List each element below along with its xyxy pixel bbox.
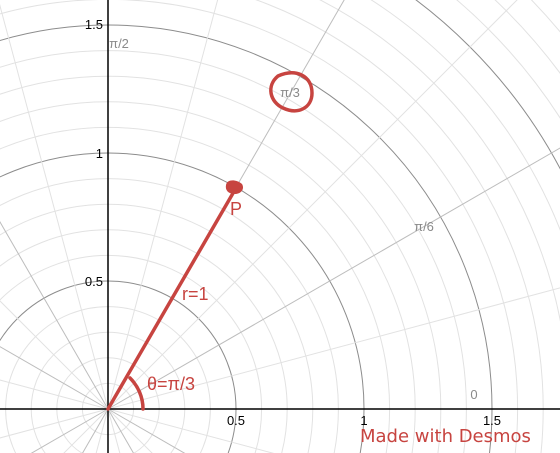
polar-grid-ring [0, 101, 416, 453]
polar-grid-ring [0, 50, 467, 453]
polar-grid-ray [107, 147, 560, 410]
y-tick-label: 1.5 [85, 17, 103, 32]
y-tick-label: 0.5 [85, 274, 103, 289]
polar-grid-ray [107, 287, 560, 410]
polar-grid-ray [0, 220, 109, 410]
polar-grid-ray [95, 408, 109, 453]
polar-grid-ray [0, 300, 109, 410]
polar-grid-ray [107, 0, 219, 410]
circle-annotation [269, 71, 314, 113]
radius-segment [106, 186, 238, 411]
angle-label-pi-3: π/3 [280, 85, 300, 100]
polar-grid-ray [82, 408, 109, 453]
x-tick-label: 0.5 [227, 413, 245, 428]
angle-value-label: θ=π/3 [147, 374, 195, 394]
point-p-label: P [230, 199, 242, 219]
polar-grid-ray [107, 408, 275, 453]
angle-label-pi-2: π/2 [109, 36, 129, 51]
polar-grid-ray [107, 0, 345, 410]
polar-grid-ray [30, 408, 109, 453]
angle-arc [128, 376, 145, 411]
polar-grid-ray [63, 408, 109, 453]
desmos-watermark: Made with Desmos [360, 426, 531, 447]
angle-label-pi-6: π/6 [414, 219, 434, 234]
angle-label-0: 0 [470, 387, 477, 402]
polar-grid-ray [0, 4, 109, 410]
point-p-marker[interactable] [225, 180, 244, 194]
polar-grid-ray [0, 408, 109, 439]
x-tick-label: 1.5 [483, 413, 501, 428]
polar-grid-ring [254, 0, 544, 453]
polar-grid-ray [107, 0, 518, 410]
x-tick-label: 1 [360, 413, 367, 428]
y-tick-label: 1 [96, 146, 103, 161]
polar-grid-ring [0, 254, 263, 453]
radius-label: r=1 [182, 284, 209, 304]
